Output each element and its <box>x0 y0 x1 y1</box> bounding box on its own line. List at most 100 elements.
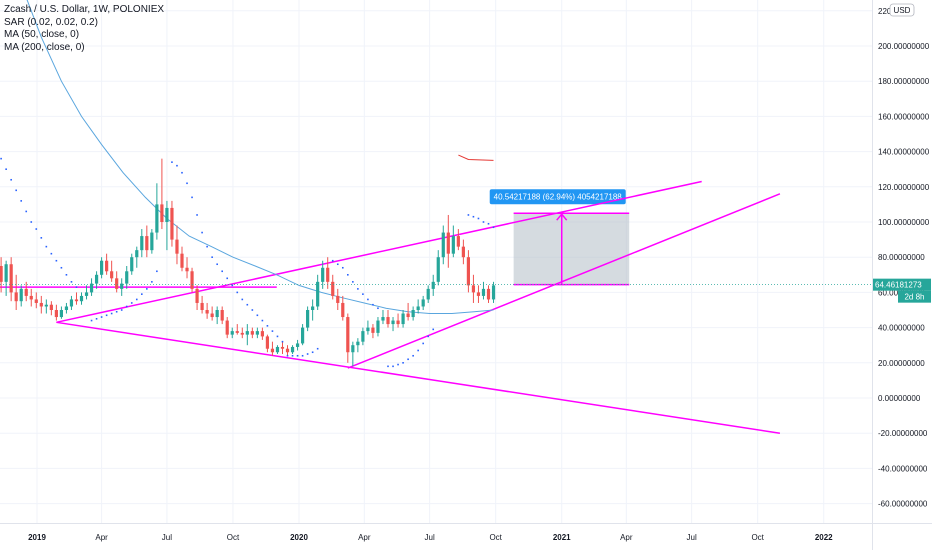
measure-tool[interactable]: 40.54217188 (62.94%) 4054217188 <box>489 189 630 286</box>
sar-dot <box>316 347 319 350</box>
candle-body <box>346 317 350 353</box>
sar-dots <box>0 157 495 368</box>
candle-body <box>240 332 244 335</box>
currency-badge-box[interactable] <box>889 3 915 17</box>
candle-body <box>381 317 385 321</box>
time-tick-label: Jul <box>687 533 697 542</box>
sar-dot <box>45 245 48 248</box>
sar-dot <box>75 286 78 288</box>
candle-body <box>130 257 134 272</box>
candle-body <box>361 331 365 342</box>
sar-dot <box>50 252 53 255</box>
sar-dot <box>110 312 113 315</box>
sar-dot <box>417 349 419 352</box>
candle-body <box>4 264 8 282</box>
candle-body <box>255 331 259 335</box>
measure-box[interactable] <box>513 213 630 285</box>
ma50-line <box>26 0 494 314</box>
indicator-sar[interactable]: SAR (0.02, 0.02, 0.2) <box>4 16 98 28</box>
sar-dot <box>241 298 244 301</box>
currency-badge[interactable]: USD <box>894 6 911 15</box>
candle-body <box>39 302 43 307</box>
price-tick-label: -40.00000000 <box>878 464 928 473</box>
sar-dot <box>341 266 344 269</box>
indicator-ma200[interactable]: MA (200, close, 0) <box>4 41 85 53</box>
time-tick-label: Oct <box>489 533 502 542</box>
price-tick-label: 160.00000000 <box>878 112 930 121</box>
candle-body <box>190 271 194 289</box>
sar-dot <box>276 335 279 338</box>
candle-body <box>0 266 3 282</box>
candle-body <box>120 283 124 289</box>
candle-body <box>481 288 486 296</box>
sar-dot <box>65 274 68 276</box>
sar-dot <box>477 217 480 220</box>
trendline[interactable] <box>347 193 781 369</box>
indicator-ma50[interactable]: MA (50, close, 0) <box>4 29 80 40</box>
price-tick-label: 80.00000000 <box>878 253 925 262</box>
sar-dot <box>482 221 485 223</box>
sar-dot <box>226 277 229 280</box>
candle-body <box>205 310 209 314</box>
candle-body <box>165 207 169 222</box>
candle-body <box>321 267 325 282</box>
candle-body <box>265 336 270 349</box>
candle-body <box>19 288 23 302</box>
candle-body <box>476 292 481 296</box>
time-tick-label: Apr <box>95 533 108 542</box>
candle-body <box>44 304 48 307</box>
sar-dot <box>135 298 138 301</box>
candle-body <box>195 288 199 303</box>
price-tick-label: 120.00000000 <box>878 183 930 192</box>
sar-dot <box>387 365 389 368</box>
candle-body <box>74 299 79 302</box>
candle-body <box>160 204 164 222</box>
price-tick-label: 20.00000000 <box>878 359 925 368</box>
last-price-tag-bg <box>873 278 931 291</box>
candle-body <box>24 288 28 296</box>
sar-dot <box>206 245 208 248</box>
sar-dot <box>472 215 475 218</box>
sar-dot <box>55 259 58 262</box>
sar-dot <box>15 189 17 192</box>
sar-dot <box>236 291 239 294</box>
candle-body <box>441 232 445 258</box>
chart-legend: Zcash / U.S. Dollar, 1W, POLONIEX SAR (0… <box>4 4 164 54</box>
candle-body <box>145 236 149 251</box>
candle-body <box>84 292 89 296</box>
sar-dot <box>336 263 339 266</box>
time-tick-label: Oct <box>751 533 764 542</box>
candle-body <box>94 274 99 284</box>
candle-body <box>270 348 275 353</box>
trendline[interactable] <box>56 321 781 434</box>
candle-body <box>170 207 174 240</box>
sar-dot <box>25 210 28 213</box>
sar-dot <box>105 314 108 317</box>
candle-body <box>326 267 330 282</box>
candle-body <box>225 320 229 335</box>
candle-body <box>135 250 139 258</box>
time-tick-label: Apr <box>358 533 371 542</box>
measure-label: 40.54217188 (62.94%) 4054217188 <box>494 193 623 202</box>
sar-dot <box>30 221 33 223</box>
time-tick-label: Jul <box>162 533 172 542</box>
candle-body <box>446 232 450 254</box>
candle-body <box>69 299 74 307</box>
sar-dot <box>60 266 63 269</box>
candle-body <box>406 313 410 318</box>
candle-body <box>471 285 476 293</box>
price-axis[interactable]: 220 200.00000000 180.00000000 160.00000000 1… <box>872 0 932 550</box>
price-axis-bg <box>872 0 932 550</box>
candle-body <box>34 299 38 303</box>
sar-dot <box>352 281 354 283</box>
trendline[interactable] <box>56 180 702 324</box>
candle-body <box>451 236 455 254</box>
trendlines[interactable] <box>0 180 781 434</box>
sar-dot <box>90 319 93 322</box>
sar-dot <box>407 358 409 361</box>
sar-dot <box>120 309 123 311</box>
sar-dot <box>362 293 364 295</box>
time-axis[interactable]: 2019 Apr Jul Oct 2020 Apr Jul Oct 2021 Apr Jul Oct 2… <box>0 523 932 550</box>
candle-body <box>401 313 405 325</box>
